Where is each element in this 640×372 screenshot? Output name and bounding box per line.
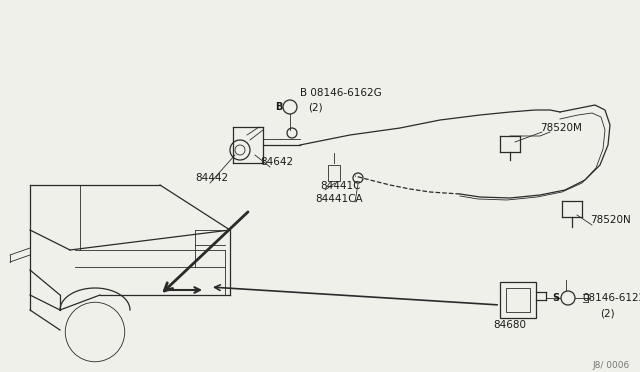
Text: S: S [552,293,559,303]
Text: 84441C: 84441C [320,181,360,191]
Text: B: B [275,102,283,112]
Text: 78520N: 78520N [590,215,631,225]
Text: 78520M: 78520M [540,123,582,133]
Text: B 08146-6162G: B 08146-6162G [300,88,381,98]
Text: 84441CA: 84441CA [315,194,363,204]
Bar [500,282,536,318]
Text: (2): (2) [308,103,323,113]
Bar [328,165,340,181]
Text: 84680: 84680 [493,320,527,330]
Text: 08146-6122H: 08146-6122H [582,293,640,303]
Text: 84442: 84442 [195,173,228,183]
Text: 84642: 84642 [260,157,293,167]
Bar [506,288,530,312]
Text: (2): (2) [600,308,614,318]
Text: J8/ 0006: J8/ 0006 [593,362,630,371]
